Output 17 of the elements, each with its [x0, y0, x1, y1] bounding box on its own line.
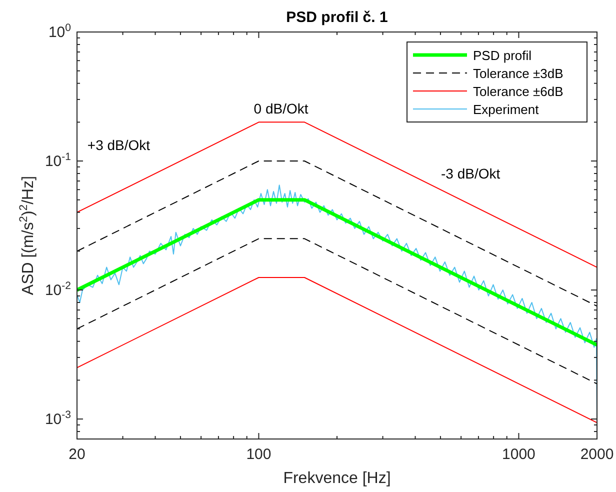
- chart-title: PSD profil č. 1: [286, 9, 388, 26]
- x-tick-label: 100: [246, 446, 272, 463]
- y-tick-label: 10$^{-3}$: [44, 409, 72, 428]
- legend-label: Experiment: [473, 102, 540, 117]
- x-tick-label: 2000: [580, 446, 614, 463]
- x-tick-label: 1000: [502, 446, 536, 463]
- legend-label: Tolerance ±6dB: [473, 84, 564, 99]
- y-tick-label: 10$^{0}$: [48, 22, 72, 41]
- legend-label: Tolerance ±3dB: [473, 66, 564, 81]
- y-tick-label: 10$^{-1}$: [44, 151, 72, 170]
- x-tick-label: 20: [68, 446, 86, 463]
- annotation: 0 dB/Okt: [254, 100, 308, 116]
- annotation: +3 dB/Okt: [87, 137, 150, 154]
- x-axis-title: Frekvence [Hz]: [283, 470, 391, 487]
- legend-label: PSD profil: [473, 48, 532, 63]
- annotation: -3 dB/Okt: [441, 166, 500, 182]
- y-tick-label: 10$^{-2}$: [44, 280, 72, 300]
